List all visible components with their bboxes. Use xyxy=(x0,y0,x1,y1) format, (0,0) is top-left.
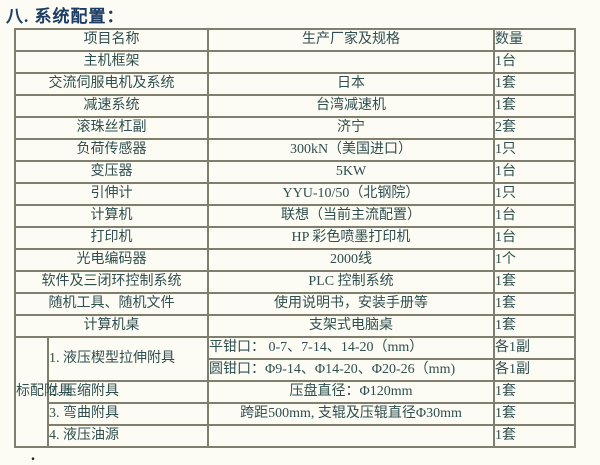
item-qty: 1套 xyxy=(493,94,576,118)
accessory-item-name: 4. 液压油源 xyxy=(47,424,209,448)
item-name: 随机工具、随机文件 xyxy=(14,292,209,316)
system-config-table: 项目名称 生产厂家及规格 数量 主机框架 1台 交流伺服电机及系统 日本 1套 … xyxy=(14,28,576,448)
item-name: 计算机 xyxy=(14,204,209,228)
table-row: 软件及三闭环控制系统 PLC 控制系统 1套 xyxy=(14,270,576,294)
table-header-row: 项目名称 生产厂家及规格 数量 xyxy=(14,28,576,52)
item-spec: PLC 控制系统 xyxy=(207,270,495,294)
table-row: 光电编码器 2000线 1个 xyxy=(14,248,576,272)
item-qty: 1只 xyxy=(493,182,576,206)
accessory-row-flat-jaw: 标配附具 1. 液压楔型拉伸附具 平钳口： 0-7、7-14、14-20（mm）… xyxy=(14,336,576,448)
table-row: 滚珠丝杠副 济宁 2套 xyxy=(14,116,576,140)
accessory-item-name: 2. 压缩附具 xyxy=(47,380,209,404)
item-spec: YYU-10/50（北钢院） xyxy=(207,182,495,206)
table-row: 减速系统 台湾减速机 1套 xyxy=(14,94,576,118)
item-spec: 5KW xyxy=(207,160,495,184)
column-header-name: 项目名称 xyxy=(14,28,209,52)
item-name: 滚珠丝杠副 xyxy=(14,116,209,140)
accessory-item-name: 1. 液压楔型拉伸附具 xyxy=(47,336,209,382)
item-name: 变压器 xyxy=(14,160,209,184)
item-spec: 台湾减速机 xyxy=(207,94,495,118)
item-name: 减速系统 xyxy=(14,94,209,118)
page-title: 八. 系统配置： xyxy=(6,7,125,26)
table-row: 计算机 联想（当前主流配置） 1台 xyxy=(14,204,576,228)
item-spec: HP 彩色喷墨打印机 xyxy=(207,226,495,250)
item-qty: 1套 xyxy=(493,402,576,426)
accessory-item-spec: 跨距500mm, 支辊及压辊直径Φ30mm xyxy=(207,402,495,426)
item-qty: 1套 xyxy=(493,424,576,448)
accessory-item-spec: 压盘直径：Φ120mm xyxy=(207,380,495,404)
table-row: 交流伺服电机及系统 日本 1套 xyxy=(14,72,576,96)
column-header-spec: 生产厂家及规格 xyxy=(207,28,495,52)
item-spec: 济宁 xyxy=(207,116,495,140)
item-spec: 支架式电脑桌 xyxy=(207,314,495,338)
item-qty: 1套 xyxy=(493,72,576,96)
item-name: 负荷传感器 xyxy=(14,138,209,162)
item-qty: 1个 xyxy=(493,248,576,272)
item-spec: 2000线 xyxy=(207,248,495,272)
item-qty: 1台 xyxy=(493,50,576,74)
item-name: 打印机 xyxy=(14,226,209,250)
item-name: 软件及三闭环控制系统 xyxy=(14,270,209,294)
table-row: 打印机 HP 彩色喷墨打印机 1台 xyxy=(14,226,576,250)
item-qty: 1套 xyxy=(493,292,576,316)
item-qty: 1台 xyxy=(493,160,576,184)
item-spec: 联想（当前主流配置） xyxy=(207,204,495,228)
accessory-row-bending: 3. 弯曲附具 跨距500mm, 支辊及压辊直径Φ30mm 1套 xyxy=(15,402,576,426)
item-qty: 1只 xyxy=(493,138,576,162)
item-spec: 使用说明书，安装手册等 xyxy=(207,292,495,316)
item-qty: 2套 xyxy=(493,116,576,140)
accessory-item-name: 3. 弯曲附具 xyxy=(47,402,209,426)
stray-dot-mark: . xyxy=(31,447,35,464)
accessory-item-spec xyxy=(207,424,495,448)
table-row: 计算机桌 支架式电脑桌 1套 xyxy=(14,314,576,338)
item-name: 引伸计 xyxy=(14,182,209,206)
item-qty: 1台 xyxy=(493,204,576,228)
item-name: 计算机桌 xyxy=(14,314,209,338)
item-qty: 1台 xyxy=(493,226,576,250)
accessory-item-spec: 圆钳口：Φ9-14、Φ14-20、Φ20-26（mm) xyxy=(207,358,495,382)
item-spec: 300kN（美国进口） xyxy=(207,138,495,162)
table-row: 变压器 5KW 1台 xyxy=(14,160,576,184)
accessory-row-hydraulic: 4. 液压油源 1套 xyxy=(15,424,576,448)
item-qty: 各1副 xyxy=(493,336,576,360)
accessory-group-label: 标配附具 xyxy=(14,336,72,448)
item-qty: 1套 xyxy=(493,270,576,294)
item-name: 交流伺服电机及系统 xyxy=(14,72,209,96)
table-row: 引伸计 YYU-10/50（北钢院） 1只 xyxy=(14,182,576,206)
column-header-qty: 数量 xyxy=(493,28,576,52)
accessory-item-spec: 平钳口： 0-7、7-14、14-20（mm） xyxy=(207,336,495,360)
item-spec xyxy=(207,50,495,74)
item-name: 主机框架 xyxy=(14,50,209,74)
item-spec: 日本 xyxy=(207,72,495,96)
table-row: 负荷传感器 300kN（美国进口） 1只 xyxy=(14,138,576,162)
table-row: 随机工具、随机文件 使用说明书，安装手册等 1套 xyxy=(14,292,576,316)
item-qty: 1套 xyxy=(493,380,576,404)
item-qty: 1套 xyxy=(493,314,576,338)
table-row: 主机框架 1台 xyxy=(14,50,576,74)
item-name: 光电编码器 xyxy=(14,248,209,272)
item-qty: 各1副 xyxy=(493,358,576,382)
accessory-row-compression: 2. 压缩附具 压盘直径：Φ120mm 1套 xyxy=(15,380,576,404)
accessory-row-round-jaw: 圆钳口：Φ9-14、Φ14-20、Φ20-26（mm) 各1副 xyxy=(15,358,576,382)
